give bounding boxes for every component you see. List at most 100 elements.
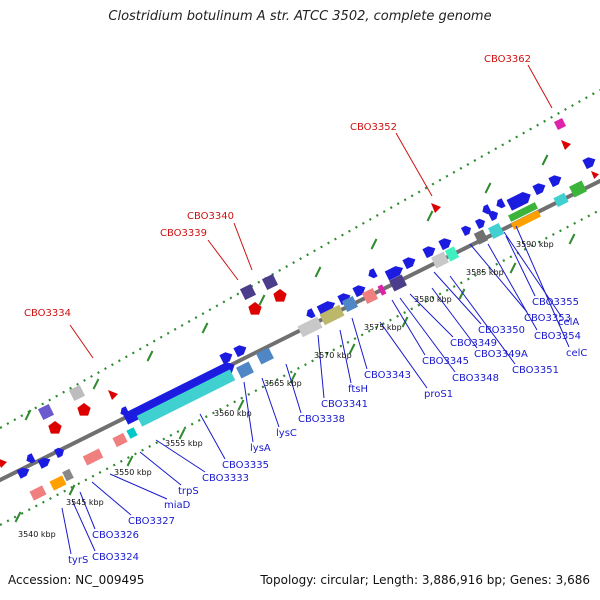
blue-leader bbox=[61, 507, 72, 555]
kbp-tick-label: 3580 kbp bbox=[414, 295, 452, 304]
blue-feature-label: lysA bbox=[250, 443, 271, 454]
accession-text: Accession: NC_009495 bbox=[8, 573, 145, 587]
blue-feature-label: celA bbox=[558, 317, 579, 328]
red-feature-label: CBO3362 bbox=[484, 54, 531, 65]
label-leaders bbox=[61, 64, 570, 555]
blue-feature-label: CBO3353 bbox=[524, 313, 571, 324]
feature-orange bbox=[511, 210, 541, 230]
blue-leader bbox=[487, 243, 538, 331]
tick-dash bbox=[509, 262, 517, 274]
cds-forward bbox=[316, 301, 336, 316]
blue-leader bbox=[431, 287, 478, 349]
cds-reverse bbox=[26, 453, 36, 464]
blue-leader bbox=[339, 329, 352, 384]
blue-leader bbox=[351, 317, 368, 370]
blue-leader bbox=[469, 243, 528, 313]
feature-red bbox=[77, 403, 91, 416]
feature-tracks bbox=[0, 117, 599, 501]
tick-dash bbox=[126, 455, 134, 467]
cds-forward bbox=[548, 175, 562, 188]
blue-feature-label: CBO3350 bbox=[478, 325, 525, 336]
feature-cyan bbox=[553, 192, 569, 208]
feature-teal bbox=[444, 246, 460, 262]
tick-dash bbox=[237, 399, 245, 411]
feature-red-tri bbox=[431, 203, 441, 213]
feature-steelblue bbox=[236, 361, 254, 379]
red-leader bbox=[233, 222, 253, 271]
blue-feature-label: CBO3333 bbox=[202, 473, 249, 484]
blue-leader bbox=[391, 299, 426, 356]
cds-forward bbox=[219, 352, 233, 365]
kbp-tick-label: 3550 kbp bbox=[114, 468, 152, 477]
feature-lightgrey bbox=[431, 251, 449, 269]
cds-forward bbox=[438, 238, 452, 251]
red-leader bbox=[69, 324, 94, 359]
tick-dash bbox=[201, 322, 209, 334]
blue-leader bbox=[199, 413, 226, 460]
blue-feature-label: CBO3349A bbox=[474, 349, 528, 360]
kbp-tick-label: 3585 kbp bbox=[466, 268, 504, 277]
tick-dash bbox=[92, 378, 100, 390]
tick-dash bbox=[178, 428, 186, 440]
red-leader bbox=[527, 64, 553, 109]
cds-forward bbox=[352, 285, 366, 298]
tick-dash bbox=[541, 154, 549, 166]
blue-leader bbox=[317, 334, 325, 399]
blue-feature-label: CBO3354 bbox=[534, 331, 581, 342]
blue-leader bbox=[71, 499, 96, 552]
blue-leader bbox=[409, 293, 454, 338]
feature-salmon bbox=[361, 287, 379, 305]
kbp-tick-label: 3590 kbp bbox=[516, 240, 554, 249]
red-feature-label: CBO3334 bbox=[24, 308, 71, 319]
blue-feature-label: CBO3345 bbox=[422, 356, 469, 367]
feature-magenta bbox=[553, 117, 567, 131]
tick-dash bbox=[426, 210, 434, 222]
blue-feature-label: CBO3348 bbox=[452, 373, 499, 384]
blue-feature-label: trpS bbox=[178, 486, 199, 497]
feature-magenta bbox=[377, 284, 387, 296]
blue-feature-label: CBO3351 bbox=[512, 365, 559, 376]
feature-grey bbox=[473, 229, 489, 245]
feature-cyan bbox=[487, 222, 505, 240]
blue-leader bbox=[243, 381, 254, 443]
blue-feature-label: CBO3355 bbox=[532, 297, 579, 308]
blue-leader bbox=[91, 481, 132, 516]
blue-feature-label: CBO3327 bbox=[128, 516, 175, 527]
tick-dash bbox=[68, 484, 76, 496]
blue-feature-label: celC bbox=[566, 348, 587, 359]
cds-forward bbox=[422, 246, 436, 259]
red-leader bbox=[395, 132, 433, 197]
blue-feature-label: CBO3349 bbox=[450, 338, 497, 349]
red-feature-label: CBO3339 bbox=[160, 228, 207, 239]
feature-grey bbox=[62, 468, 74, 482]
cds-forward bbox=[474, 218, 486, 230]
cds-forward bbox=[53, 447, 65, 459]
tick-dash bbox=[348, 343, 356, 355]
cds-reverse bbox=[496, 198, 506, 209]
tick-dash bbox=[484, 182, 492, 194]
feature-red-tri bbox=[561, 140, 571, 150]
feature-red-tri bbox=[591, 171, 599, 179]
blue-feature-label: CBO3335 bbox=[222, 460, 269, 471]
tick-dash bbox=[14, 511, 22, 523]
feature-steelblue bbox=[256, 347, 274, 365]
tick-dash bbox=[458, 288, 466, 300]
feature-salmon bbox=[29, 485, 47, 501]
genome-summary: Topology: circular; Length: 3,886,916 bp… bbox=[260, 573, 590, 587]
kbp-ticks: 3540 kbp 3545 kbp 3550 kbp 3555 kbp 3560 kbp… bbox=[18, 240, 554, 539]
cds-forward bbox=[460, 225, 472, 237]
blue-feature-label: CBO3324 bbox=[92, 552, 139, 563]
blue-leader bbox=[109, 473, 168, 500]
cds-forward bbox=[532, 183, 546, 196]
kbp-tick-label: 3540 kbp bbox=[18, 530, 56, 539]
map-title: Clostridium botulinum A str. ATCC 3502, … bbox=[108, 9, 492, 24]
cds-forward bbox=[582, 157, 596, 170]
dot-track-lower bbox=[0, 209, 600, 526]
feature-steelblue bbox=[341, 295, 359, 313]
red-feature-label: CBO3352 bbox=[350, 122, 397, 133]
feature-salmon bbox=[82, 448, 104, 466]
dot-track-upper bbox=[0, 89, 600, 429]
feature-salmon bbox=[112, 432, 128, 448]
